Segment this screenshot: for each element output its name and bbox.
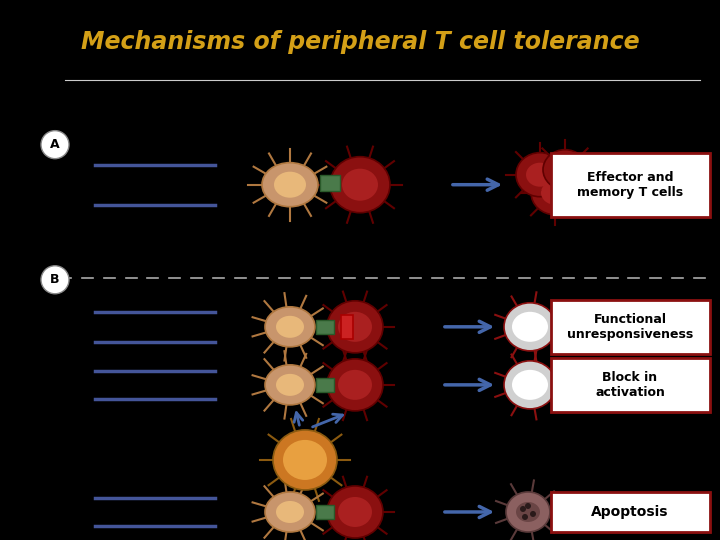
Ellipse shape bbox=[531, 171, 579, 215]
FancyBboxPatch shape bbox=[551, 300, 709, 354]
Text: A: A bbox=[50, 138, 60, 151]
FancyBboxPatch shape bbox=[551, 492, 709, 532]
Ellipse shape bbox=[265, 365, 315, 405]
Text: CD28: CD28 bbox=[343, 118, 367, 127]
Circle shape bbox=[530, 511, 536, 517]
Ellipse shape bbox=[541, 181, 569, 205]
Ellipse shape bbox=[552, 159, 578, 181]
Ellipse shape bbox=[276, 316, 304, 338]
Ellipse shape bbox=[265, 307, 315, 347]
Ellipse shape bbox=[330, 157, 390, 213]
FancyBboxPatch shape bbox=[320, 174, 340, 191]
Ellipse shape bbox=[327, 301, 383, 353]
FancyBboxPatch shape bbox=[316, 505, 334, 519]
Text: Effector and
memory T cells: Effector and memory T cells bbox=[577, 171, 683, 199]
Circle shape bbox=[41, 266, 69, 294]
Ellipse shape bbox=[265, 492, 315, 532]
Circle shape bbox=[520, 506, 526, 512]
Text: Deletion: Deletion bbox=[129, 505, 181, 518]
Text: Apoptosis: Apoptosis bbox=[591, 505, 669, 519]
Ellipse shape bbox=[543, 150, 587, 190]
Ellipse shape bbox=[276, 501, 304, 523]
Ellipse shape bbox=[327, 486, 383, 538]
Ellipse shape bbox=[512, 370, 548, 400]
Text: Dendritic
cell  B7: Dendritic cell B7 bbox=[264, 110, 306, 130]
Text: B: B bbox=[50, 273, 60, 286]
Ellipse shape bbox=[504, 303, 556, 351]
Ellipse shape bbox=[338, 312, 372, 342]
Circle shape bbox=[41, 131, 69, 159]
Ellipse shape bbox=[274, 172, 306, 198]
Ellipse shape bbox=[526, 163, 554, 187]
Text: Block in
activation: Block in activation bbox=[595, 371, 665, 399]
Ellipse shape bbox=[273, 430, 337, 490]
Ellipse shape bbox=[516, 153, 564, 197]
Ellipse shape bbox=[262, 163, 318, 207]
Ellipse shape bbox=[327, 359, 383, 411]
Ellipse shape bbox=[338, 497, 372, 527]
Ellipse shape bbox=[276, 374, 304, 396]
Text: TCR: TCR bbox=[321, 225, 338, 234]
Ellipse shape bbox=[342, 168, 378, 201]
Ellipse shape bbox=[512, 312, 548, 342]
Ellipse shape bbox=[516, 502, 540, 522]
Text: Suppression: Suppression bbox=[117, 379, 193, 392]
Text: Normal T cell
response: Normal T cell response bbox=[114, 171, 197, 199]
Ellipse shape bbox=[506, 492, 550, 532]
Text: Anergy: Anergy bbox=[132, 320, 177, 333]
Circle shape bbox=[525, 503, 531, 509]
FancyBboxPatch shape bbox=[551, 153, 709, 217]
Ellipse shape bbox=[338, 370, 372, 400]
Text: T cell: T cell bbox=[353, 230, 377, 239]
FancyBboxPatch shape bbox=[316, 320, 334, 334]
Ellipse shape bbox=[283, 440, 327, 480]
Text: Mechanisms of peripheral T cell tolerance: Mechanisms of peripheral T cell toleranc… bbox=[81, 30, 639, 53]
FancyBboxPatch shape bbox=[551, 358, 709, 412]
Text: Functional
unresponsiveness: Functional unresponsiveness bbox=[567, 313, 693, 341]
Circle shape bbox=[522, 514, 528, 520]
FancyBboxPatch shape bbox=[341, 315, 353, 339]
Ellipse shape bbox=[504, 361, 556, 409]
FancyBboxPatch shape bbox=[316, 378, 334, 392]
Text: Regulatory
T cell: Regulatory T cell bbox=[350, 444, 403, 465]
